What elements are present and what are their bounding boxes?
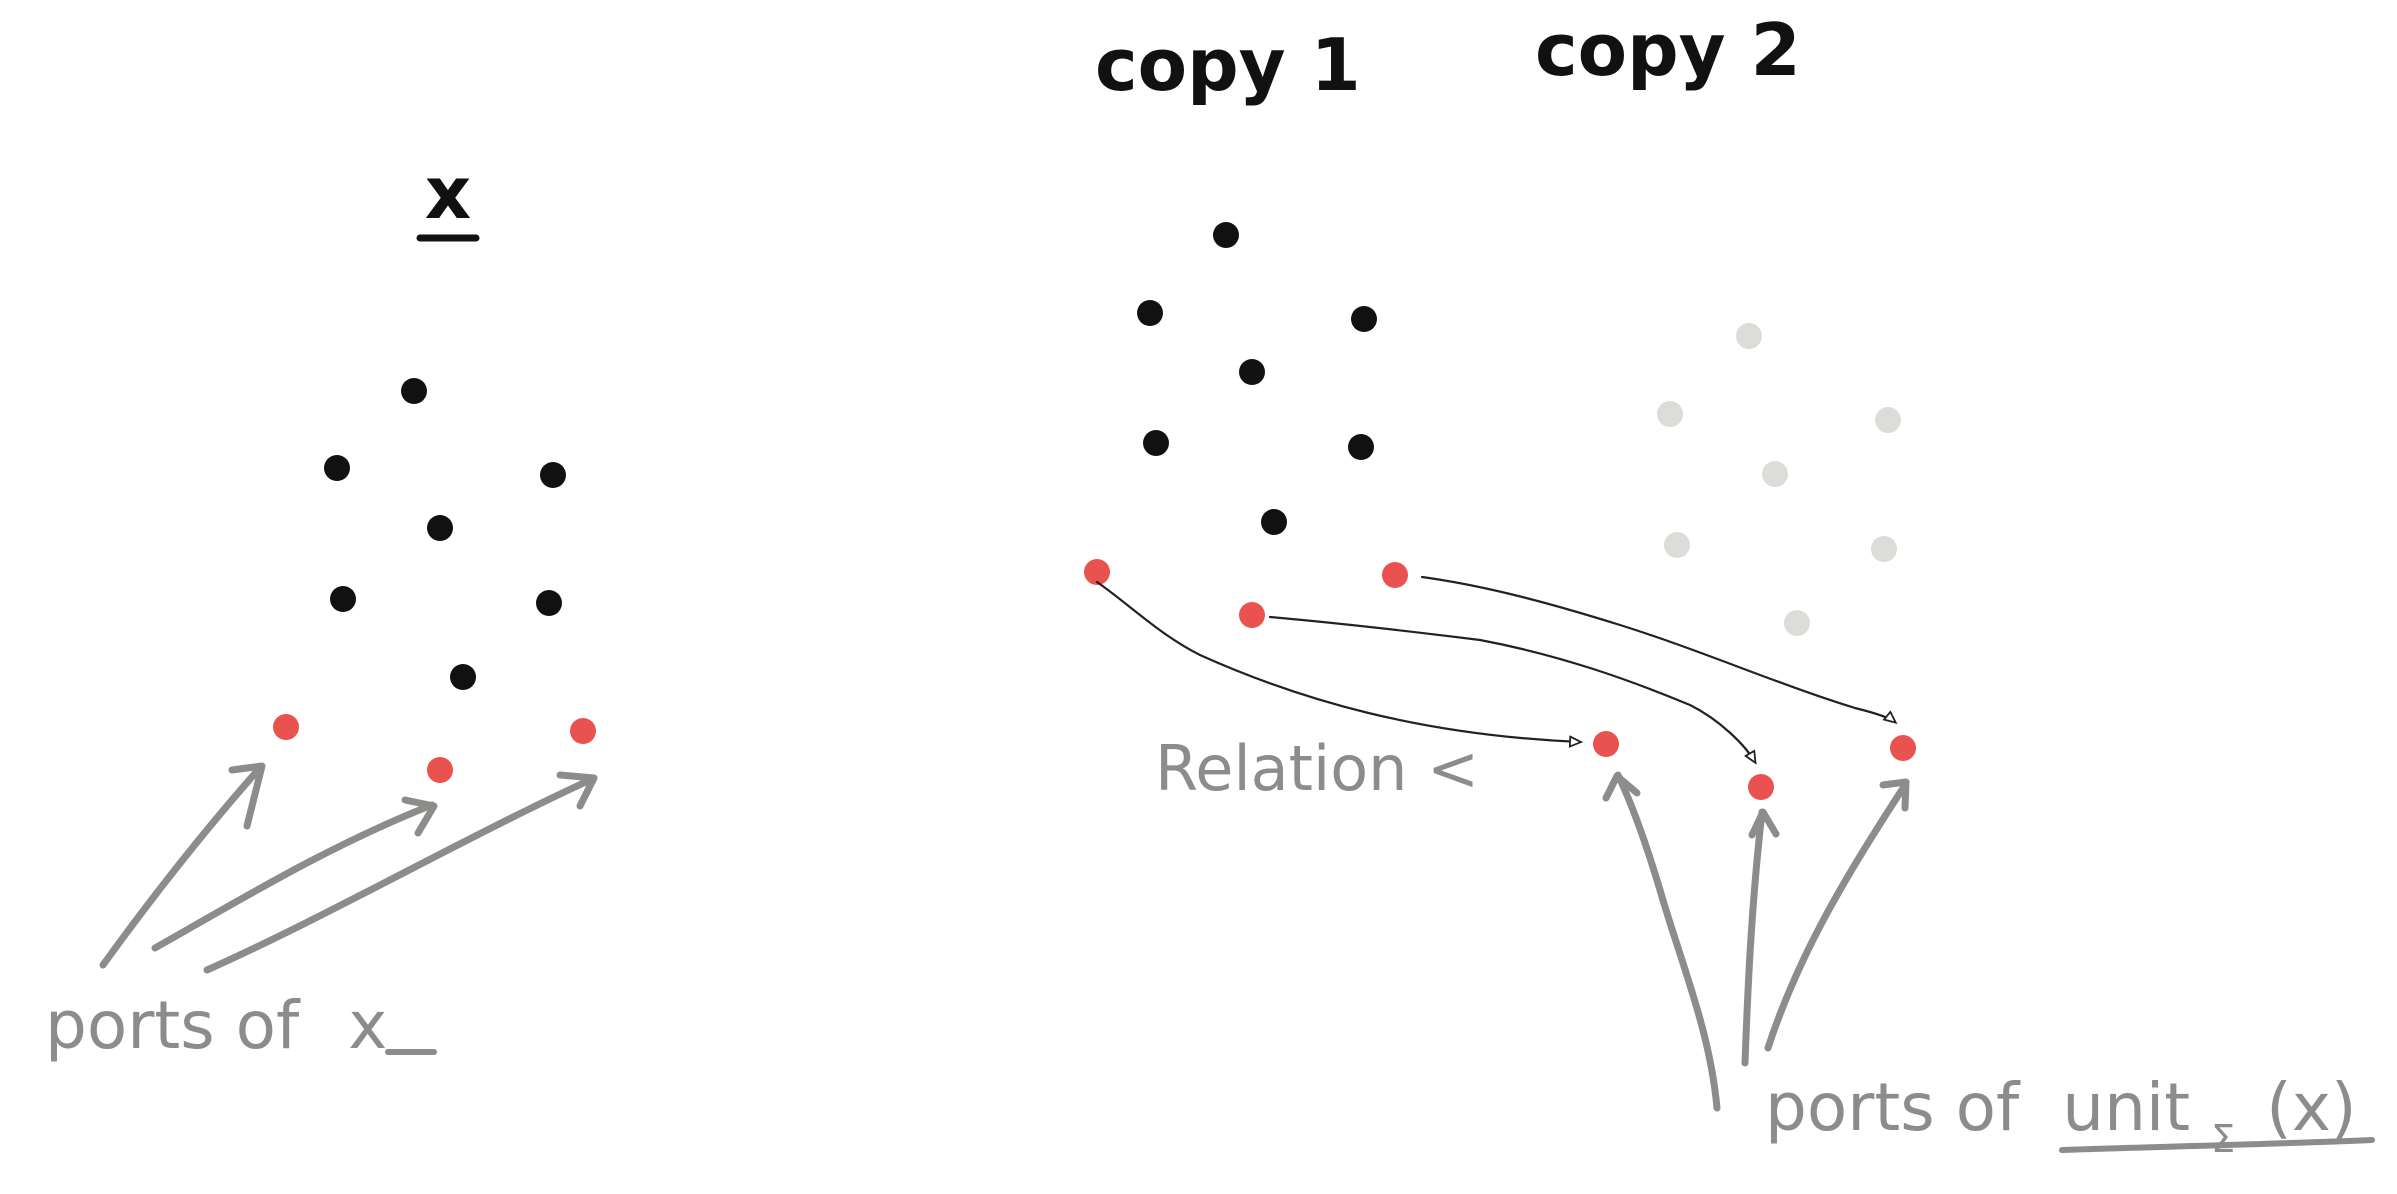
node (427, 515, 453, 541)
port (1748, 774, 1774, 800)
unit-port-arrows (1602, 771, 1910, 1112)
copy2-internal-nodes-faded (1657, 323, 1901, 636)
x-title: x (425, 151, 471, 235)
arrow (1764, 781, 1909, 1052)
node (330, 586, 356, 612)
port (1382, 562, 1408, 588)
copy-2: copy 2 (1535, 8, 1916, 800)
x-ports (273, 714, 596, 783)
relation-label: Relation < (1155, 732, 1479, 805)
ports-of-unit-sub: Σ (2211, 1117, 2235, 1161)
arrowhead (228, 762, 266, 830)
ports-of-unit-prefix: ports of (1765, 1069, 2021, 1146)
node (1664, 532, 1690, 558)
ports-of-unit-label: ports of unit Σ (x) (1765, 1069, 2357, 1168)
x-internal-nodes (324, 378, 566, 690)
relation-arrow-1 (1095, 580, 1580, 742)
arrow (1614, 771, 1721, 1112)
node (1736, 323, 1762, 349)
node (1871, 536, 1897, 562)
copy1-internal-nodes (1137, 222, 1377, 535)
node (1657, 401, 1683, 427)
node (1239, 359, 1265, 385)
port (1890, 735, 1916, 761)
x-port-arrows (99, 762, 598, 974)
arrowhead (401, 796, 438, 837)
ports-of-x-label: ports of x (45, 987, 387, 1064)
port (427, 757, 453, 783)
node (540, 462, 566, 488)
relation-arrow-3 (1420, 575, 1895, 722)
ports-of-unit-underline (2059, 1137, 2375, 1153)
port (1239, 602, 1265, 628)
ports-of-x-prefix: ports of (45, 987, 301, 1064)
node (1143, 430, 1169, 456)
relation-arrow-2 (1268, 615, 1755, 762)
port (1593, 731, 1619, 757)
node (1213, 222, 1239, 248)
port (273, 714, 299, 740)
node (1762, 461, 1788, 487)
arrow (151, 801, 436, 952)
node (1784, 610, 1810, 636)
node (1261, 509, 1287, 535)
arrowhead (1879, 778, 1910, 812)
arrow (203, 776, 594, 974)
ports-of-unit-arg: (x) (2266, 1069, 2357, 1146)
node (1351, 306, 1377, 332)
node (1137, 300, 1163, 326)
ports-of-unit-func: unit (2062, 1069, 2190, 1146)
relation-arrows (1095, 575, 1895, 762)
node (536, 590, 562, 616)
port (1084, 559, 1110, 585)
port (570, 718, 596, 744)
node (1348, 434, 1374, 460)
copy1-title: copy 1 (1095, 23, 1361, 107)
copy2-title: copy 2 (1535, 8, 1801, 92)
object-x: x ports of x (45, 151, 598, 1064)
node (324, 455, 350, 481)
copy2-ports (1593, 731, 1916, 800)
node (1875, 407, 1901, 433)
copy1-ports (1084, 559, 1408, 628)
arrowhead (1748, 808, 1780, 839)
ports-of-x-var: x (348, 987, 387, 1064)
copy-1: copy 1 (1084, 23, 1408, 628)
arrow (1741, 808, 1766, 1067)
arrowhead (1602, 772, 1641, 802)
arrowhead (556, 771, 598, 810)
node (450, 664, 476, 690)
node (401, 378, 427, 404)
arrow (99, 766, 262, 969)
